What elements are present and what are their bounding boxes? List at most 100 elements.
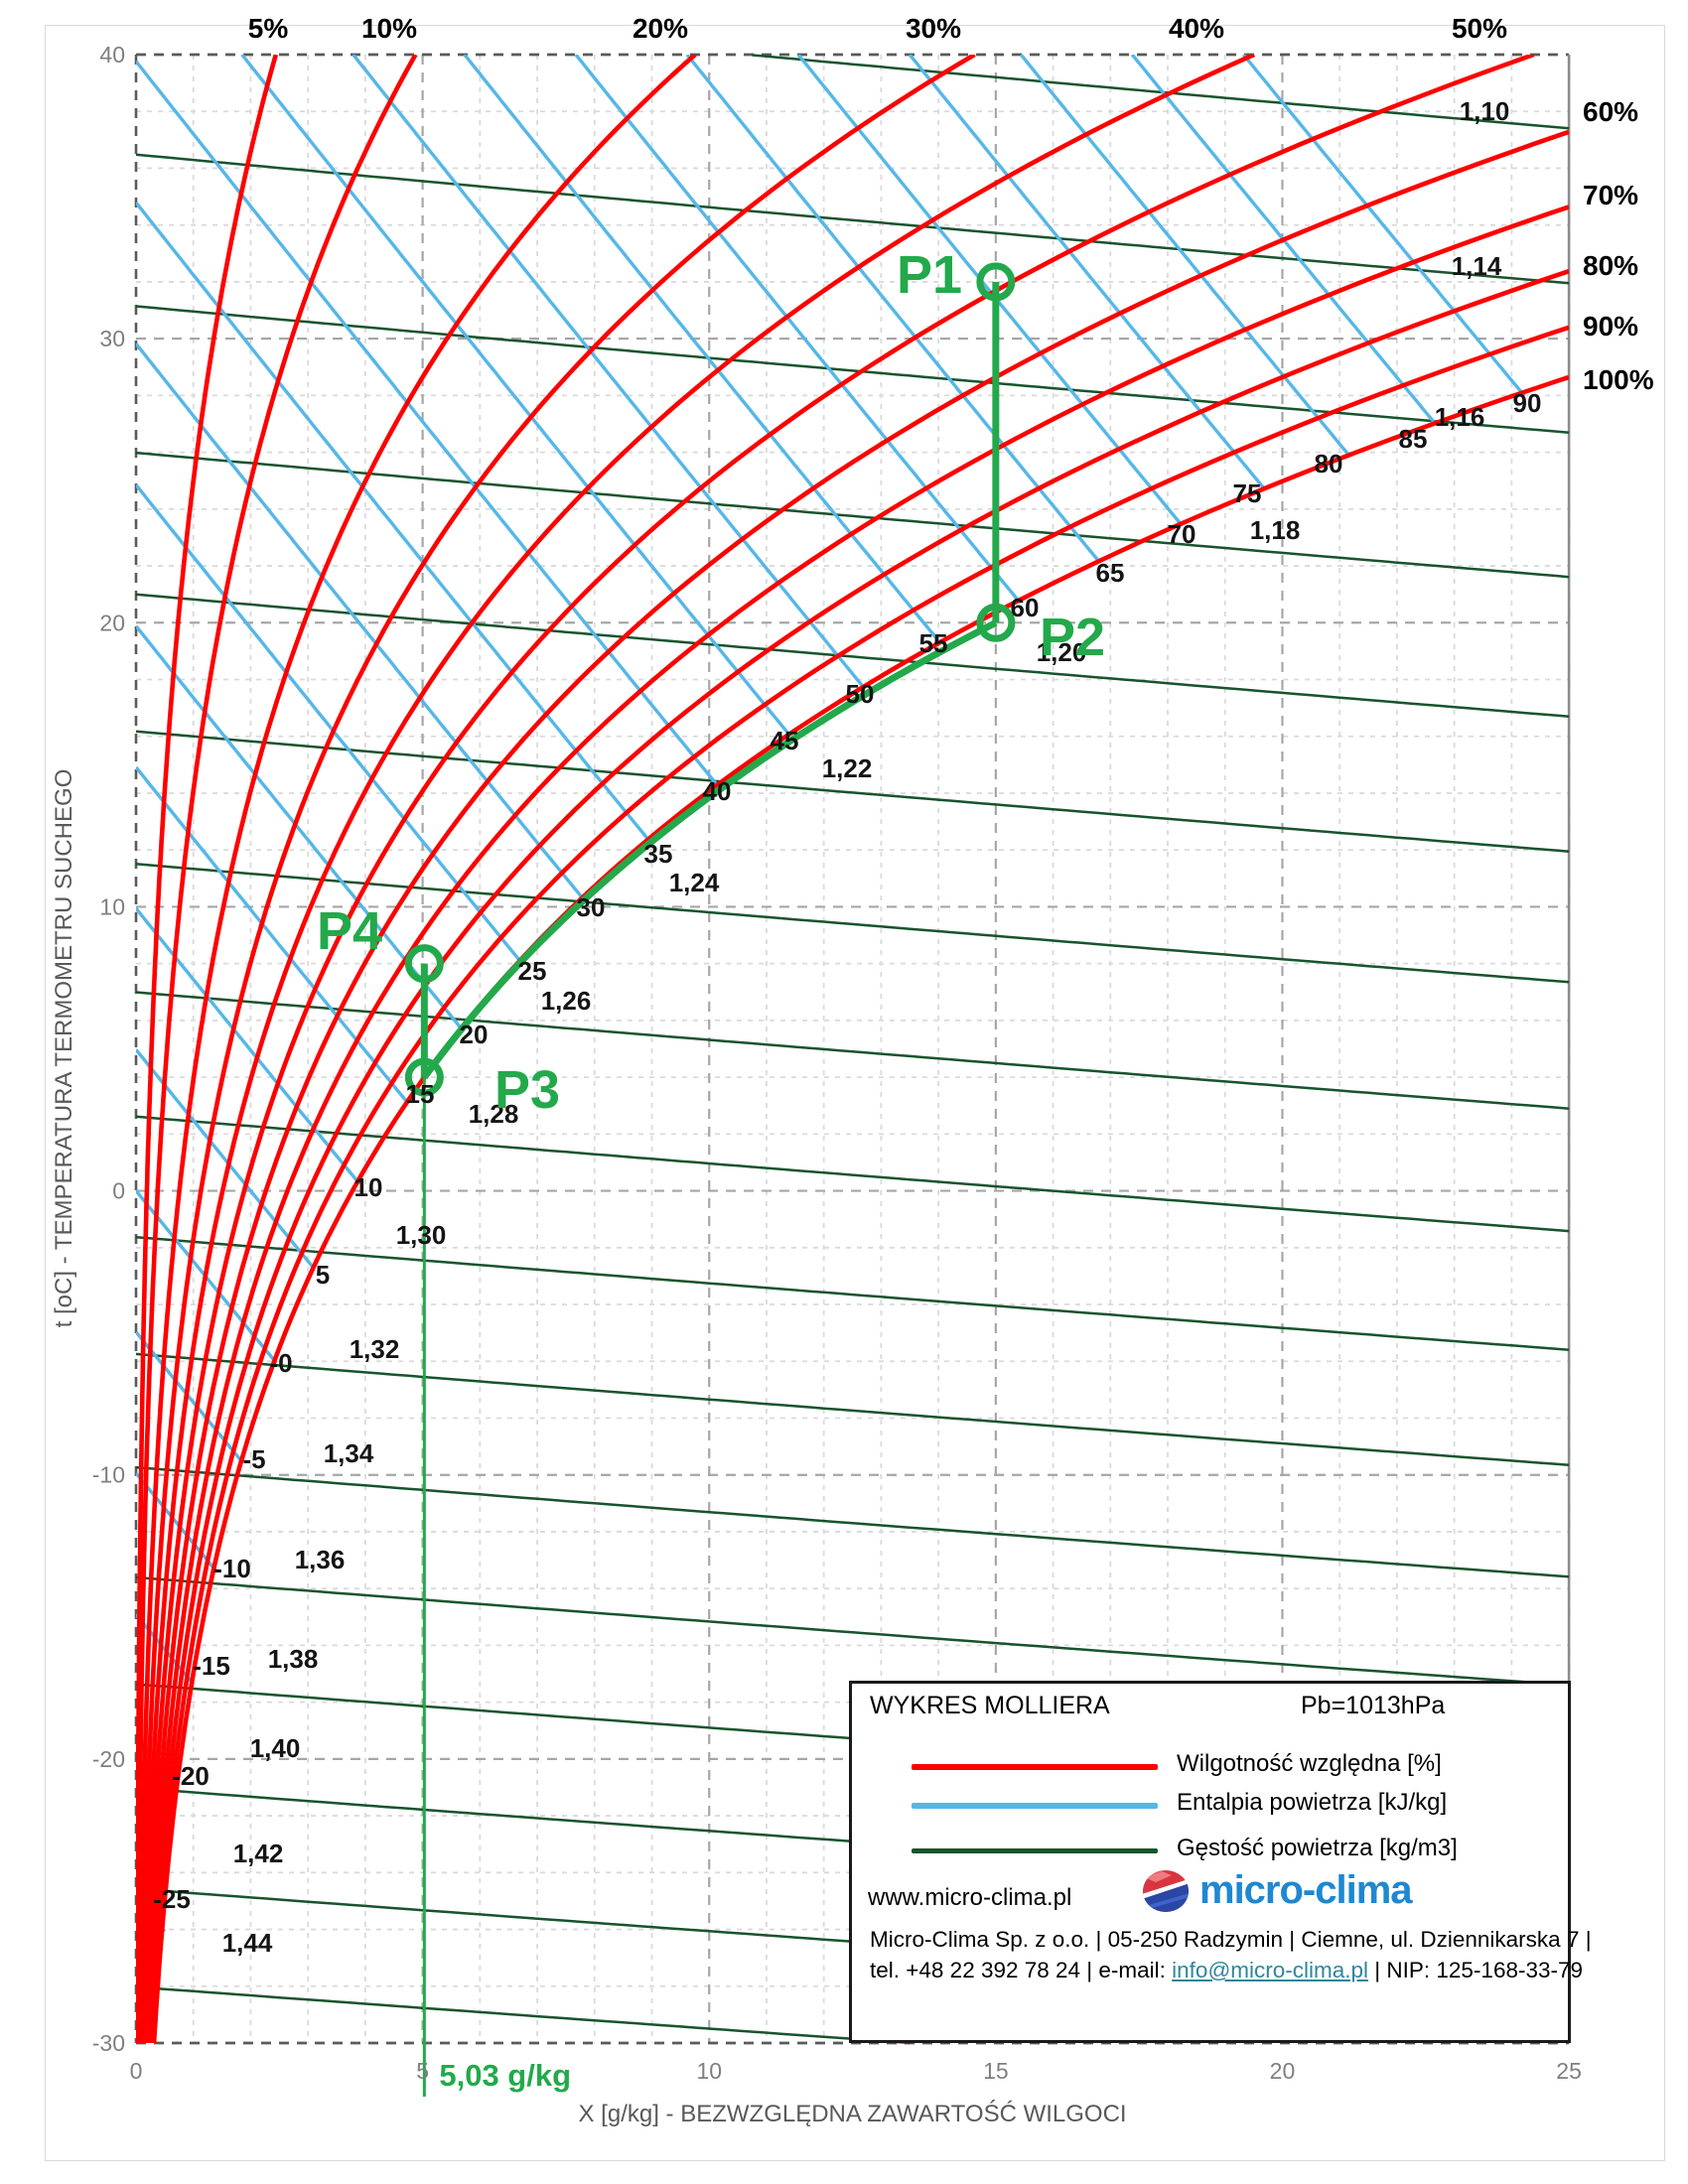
y-tick-label: 20	[99, 610, 125, 635]
process-point-labels: P1 P2 P3 P4 5,03 g/kg	[317, 245, 1105, 2093]
point-marker-P2	[976, 603, 1016, 642]
rh-label-top: 30%	[906, 13, 961, 44]
x-tick-label: 20	[1270, 2058, 1296, 2084]
x-tick-label: 25	[1556, 2058, 1582, 2084]
density-label: 1,18	[1250, 515, 1301, 545]
contact-pre-text: tel. +48 22 392 78 24 | e-mail:	[870, 1958, 1173, 1982]
enthalpy-label: 60	[1011, 593, 1040, 622]
point-label-P1: P1	[897, 245, 962, 305]
enthalpy-label: 5	[316, 1260, 330, 1290]
enthalpy-lines	[136, 55, 1526, 1933]
legend-box: WYKRES MOLLIERA Pb=1013hPa Wilgotność wz…	[849, 1681, 1592, 2043]
micro-clima-logo-icon	[1142, 1869, 1190, 1918]
legend-item-label: Wilgotność względna [%]	[1177, 1750, 1442, 1777]
legend-row-humidity: Wilgotność względna [%]	[852, 1750, 1568, 1784]
company-address-line: Micro-Clima Sp. z o.o. | 05-250 Radzymin…	[870, 1927, 1592, 1952]
rh-percent-labels: 5% 10% 20% 30% 40% 50% 60% 70% 80% 90% 100%	[248, 13, 1654, 395]
relative-humidity-curves	[136, 55, 1570, 2044]
density-label: 1,38	[268, 1644, 319, 1674]
x-tick-label: 15	[983, 2058, 1009, 2084]
density-label: 1,44	[222, 1928, 273, 1958]
rh-label-top: 50%	[1452, 13, 1507, 44]
enthalpy-label: -25	[153, 1884, 191, 1914]
enthalpy-label: 75	[1233, 478, 1262, 508]
density-label: 1,20	[1037, 637, 1087, 667]
enthalpy-label: 85	[1399, 424, 1428, 454]
enthalpy-label: 30	[577, 892, 606, 922]
density-label: 1,40	[250, 1733, 301, 1763]
enthalpy-label: 40	[703, 776, 732, 806]
point-marker-P3	[404, 1057, 444, 1097]
company-contact-line: tel. +48 22 392 78 24 | e-mail: info@mic…	[870, 1958, 1583, 1983]
y-axis-title: t [oC] - TEMPERATURA TERMOMETRU SUCHEGO	[51, 769, 77, 1328]
legend-item-label: Entalpia powietrza [kJ/kg]	[1177, 1789, 1448, 1816]
enthalpy-label: -20	[172, 1761, 210, 1791]
density-label: 1,42	[233, 1839, 284, 1868]
enthalpy-line-swatch	[912, 1803, 1158, 1809]
density-label: 1,10	[1460, 96, 1510, 126]
enthalpy-label: -0	[269, 1348, 292, 1378]
enthalpy-label: 35	[644, 839, 673, 869]
y-tick-label: 0	[112, 1178, 125, 1204]
y-tick-label: -10	[92, 1462, 125, 1488]
enthalpy-label: -10	[213, 1554, 251, 1583]
contact-post-text: | NIP: 125-168-33-79	[1368, 1958, 1584, 1982]
density-label: 1,24	[669, 868, 720, 897]
legend-item-label: Gęstość powietrza [kg/m3]	[1177, 1835, 1458, 1861]
pressure-label: Pb=1013hPa	[1301, 1692, 1446, 1719]
enthalpy-label: 65	[1096, 558, 1125, 588]
y-tick-label: 10	[99, 893, 125, 919]
enthalpy-label: 25	[518, 956, 547, 986]
density-label: 1,30	[396, 1220, 447, 1250]
enthalpy-label: 45	[771, 726, 799, 755]
chart-title: WYKRES MOLLIERA	[870, 1692, 1110, 1719]
density-label: 1,36	[295, 1545, 346, 1574]
density-label: 1,14	[1452, 251, 1502, 281]
brand-name-text: micro-clima	[1199, 1868, 1413, 1912]
email-link[interactable]: info@micro-clima.pl	[1172, 1958, 1369, 1982]
rh-label-top: 5%	[248, 13, 289, 44]
y-tick-label: 40	[99, 42, 125, 68]
y-tick-label: 30	[99, 326, 125, 351]
enthalpy-label: 15	[406, 1079, 435, 1109]
enthalpy-label: -5	[242, 1444, 265, 1474]
x-tick-label: 0	[130, 2058, 143, 2084]
rh-label-top: 40%	[1169, 13, 1224, 44]
rh-label-top: 10%	[361, 13, 417, 44]
enthalpy-label: 55	[919, 628, 948, 658]
website-text: www.micro-clima.pl	[868, 1884, 1072, 1911]
x-tick-label: 10	[696, 2058, 722, 2084]
y-tick-label: -30	[92, 2030, 125, 2056]
enthalpy-label: 20	[460, 1020, 489, 1049]
axis-titles: X [g/kg] - BEZWZGLĘDNA ZAWARTOŚĆ WILGOCI…	[51, 769, 1127, 2127]
point-label-P3: P3	[494, 1060, 560, 1120]
enthalpy-value-labels: -25 -20 -15 -10 -5 -0 5 10 15 20 25 30 35 40 45 50 55 60 6…	[153, 388, 1541, 1914]
rh-label-right: 80%	[1583, 250, 1638, 281]
enthalpy-label: 50	[846, 679, 875, 709]
enthalpy-label: 70	[1168, 519, 1196, 549]
rh-label-right: 90%	[1583, 311, 1638, 341]
density-label: 1,26	[541, 986, 592, 1016]
density-label: 1,28	[469, 1099, 519, 1129]
y-tick-label: -20	[92, 1746, 125, 1772]
density-label: 1,32	[350, 1334, 400, 1364]
enthalpy-label: 80	[1315, 449, 1343, 478]
point-marker-P4	[404, 944, 444, 984]
density-value-labels: 1,10 1,14 1,16 1,18 1,20 1,22 1,24 1,26 1,28 1,30…	[222, 96, 1510, 1958]
point-label-P2: P2	[1040, 608, 1105, 667]
enthalpy-label: 90	[1513, 388, 1542, 418]
enthalpy-label: 10	[354, 1172, 383, 1202]
point-label-P4: P4	[317, 901, 382, 961]
density-label: 1,16	[1435, 402, 1485, 432]
legend-row-enthalpy: Entalpia powietrza [kJ/kg]	[852, 1789, 1568, 1823]
process-point-markers	[404, 262, 1016, 1097]
density-line-swatch	[912, 1848, 1158, 1853]
x-tick-label: 5	[416, 2058, 429, 2084]
rh-label-top: 20%	[633, 13, 688, 44]
page-border	[45, 25, 1665, 2161]
enthalpy-label: -15	[193, 1651, 230, 1681]
rh-label-right: 60%	[1583, 96, 1638, 127]
